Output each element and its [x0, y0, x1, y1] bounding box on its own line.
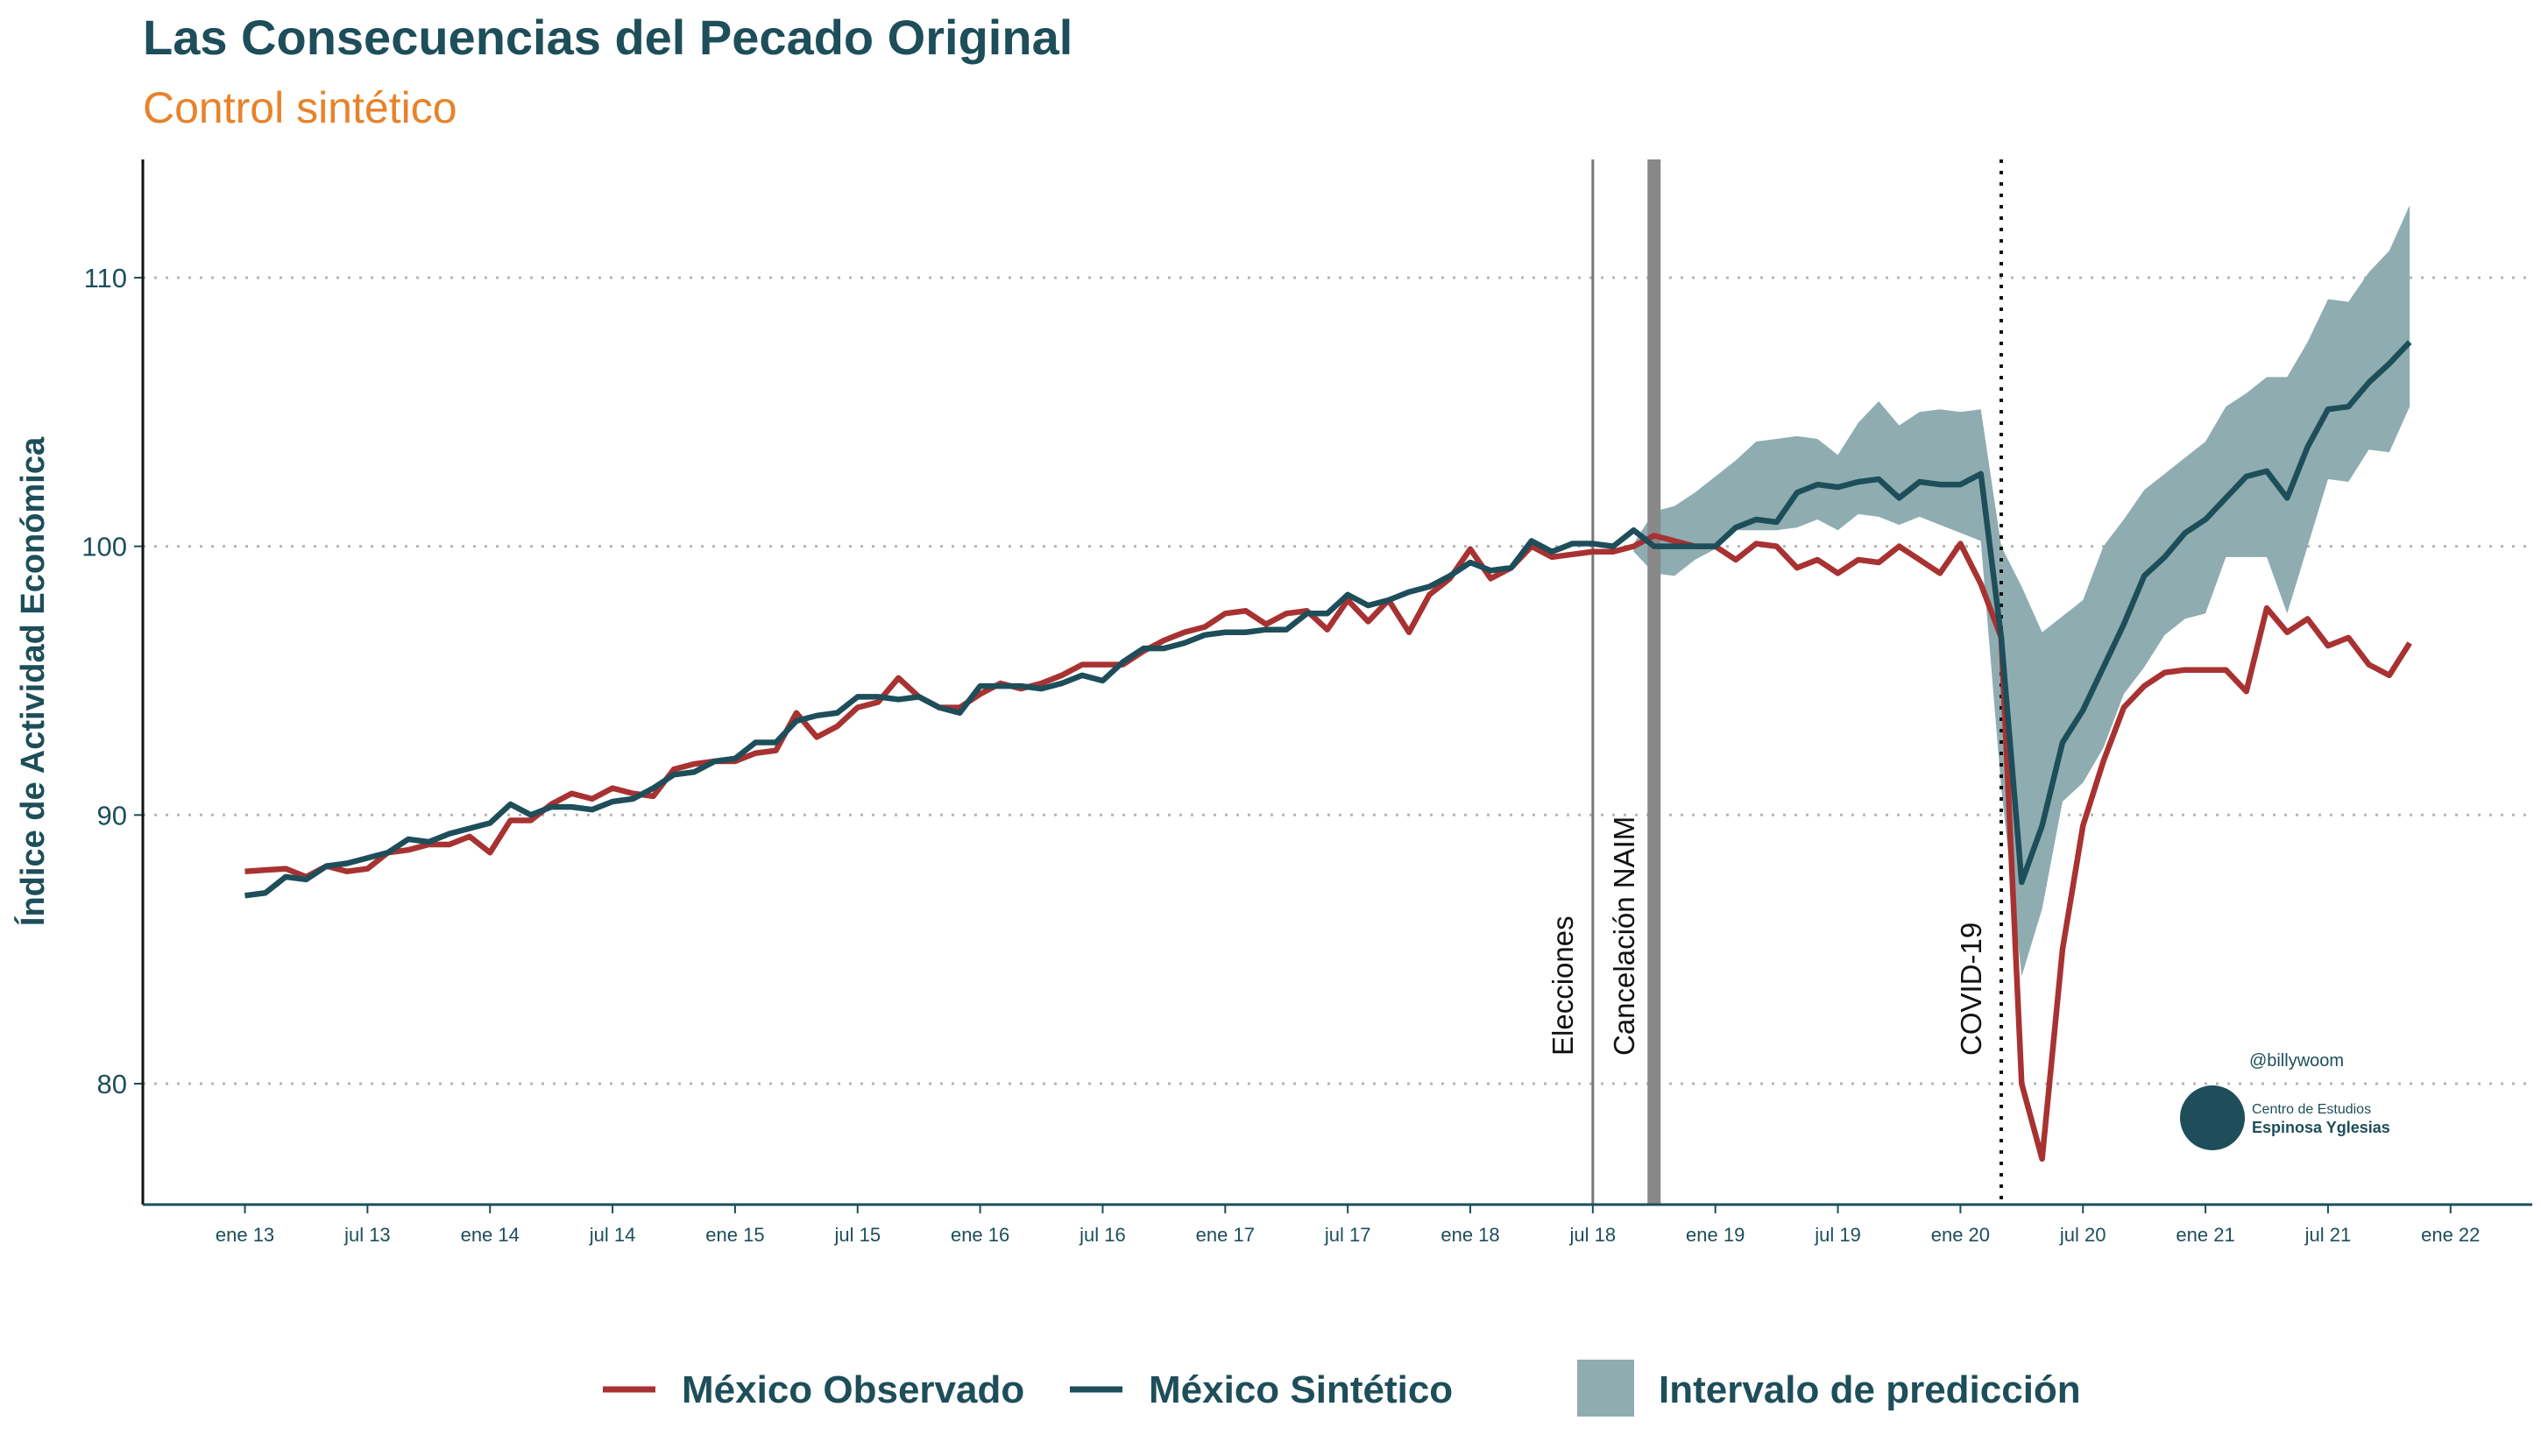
logo — [2180, 1085, 2245, 1150]
x-tick-label: ene 13 — [216, 1224, 274, 1246]
watermark-handle: @billywoom — [2249, 1051, 2344, 1071]
x-tick-label: jul 19 — [1814, 1224, 1861, 1246]
x-tick-label: ene 17 — [1196, 1224, 1255, 1246]
watermark-org: Centro de Estudios — [2252, 1102, 2371, 1117]
event-label: Cancelación NAIM — [1608, 816, 1640, 1056]
legend-label: México Observado — [682, 1368, 1024, 1411]
event-label: COVID-19 — [1955, 922, 1987, 1056]
chart-subtitle: Control sintético — [143, 83, 457, 132]
y-tick-label: 110 — [84, 263, 127, 293]
prediction-band — [1633, 205, 2410, 977]
y-tick-label: 100 — [81, 532, 127, 562]
x-tick-label: jul 17 — [1324, 1224, 1371, 1246]
y-tick-label: 80 — [97, 1069, 127, 1099]
x-tick-label: ene 20 — [1931, 1224, 1990, 1246]
chart-title: Las Consecuencias del Pecado Original — [143, 10, 1072, 65]
event-label: Elecciones — [1547, 915, 1579, 1056]
x-tick-label: ene 16 — [951, 1224, 1009, 1246]
y-tick-label: 90 — [97, 800, 127, 830]
legend-swatch — [1577, 1360, 1634, 1417]
series-line — [244, 340, 2412, 899]
x-tick-label: ene 15 — [705, 1224, 764, 1246]
series-line — [244, 533, 2412, 1163]
x-tick-label: jul 13 — [343, 1224, 391, 1246]
x-tick-label: jul 16 — [1079, 1224, 1126, 1246]
x-tick-label: ene 21 — [2176, 1224, 2234, 1246]
x-tick-label: ene 18 — [1440, 1224, 1499, 1246]
legend-label: México Sintético — [1149, 1368, 1453, 1411]
x-tick-label: jul 18 — [1569, 1224, 1617, 1246]
x-tick-label: jul 20 — [2059, 1224, 2106, 1246]
x-tick-label: ene 22 — [2421, 1224, 2480, 1246]
x-tick-label: jul 14 — [589, 1224, 636, 1246]
x-tick-label: ene 14 — [461, 1224, 520, 1246]
y-axis-title: Índice de Actividad Económica — [13, 436, 52, 926]
x-tick-label: jul 15 — [833, 1224, 881, 1246]
x-tick-label: jul 21 — [2304, 1224, 2352, 1246]
x-tick-label: ene 19 — [1686, 1224, 1745, 1246]
legend-label: Intervalo de predicción — [1659, 1368, 2081, 1411]
watermark-org: Espinosa Yglesias — [2252, 1119, 2390, 1136]
